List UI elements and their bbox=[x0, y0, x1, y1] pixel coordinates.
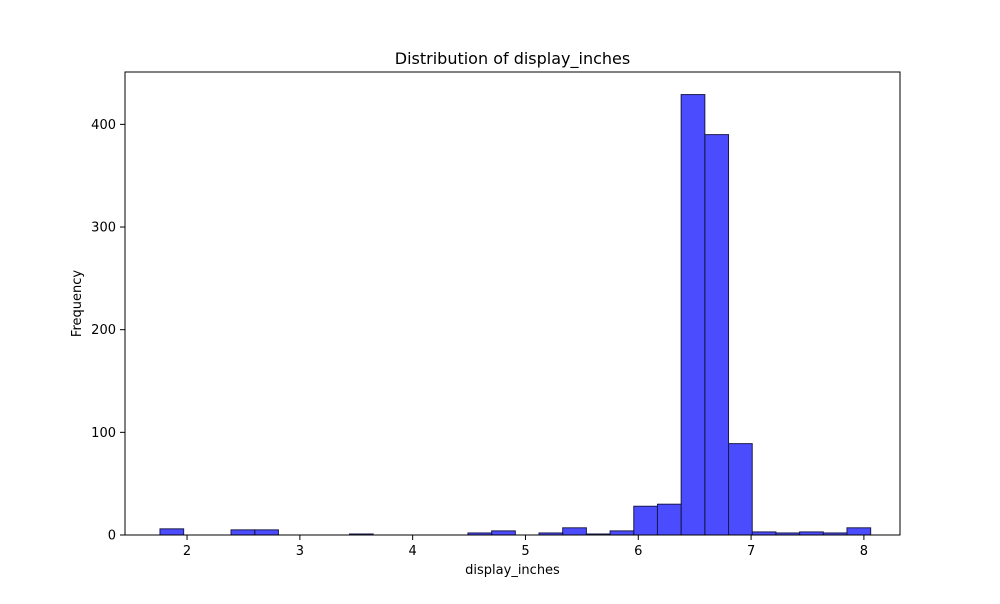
x-tick-label-0: 2 bbox=[183, 544, 191, 559]
x-axis-ticks: 2 3 4 5 6 7 8 bbox=[183, 535, 868, 559]
x-tick-label-6: 8 bbox=[860, 544, 868, 559]
histogram-bar-14 bbox=[491, 530, 516, 536]
x-tick-label-3: 5 bbox=[521, 544, 529, 559]
x-tick-label-1: 3 bbox=[296, 544, 304, 559]
y-tick-label-4: 400 bbox=[91, 118, 116, 133]
histogram-bar-21 bbox=[656, 503, 682, 536]
y-tick-label-3: 300 bbox=[91, 221, 116, 236]
x-tick-label-4: 6 bbox=[634, 544, 642, 559]
plot-frame bbox=[124, 71, 901, 536]
histogram-bar-4 bbox=[254, 529, 279, 536]
histogram-bar-20 bbox=[633, 505, 658, 536]
histogram-bar-24 bbox=[728, 443, 753, 536]
histogram-bar-22 bbox=[680, 94, 706, 536]
y-tick-label-1: 100 bbox=[91, 426, 116, 441]
histogram-bars bbox=[159, 94, 872, 536]
x-tick-label-5: 7 bbox=[747, 544, 755, 559]
histogram-bar-23 bbox=[704, 134, 730, 536]
histogram-bar-3 bbox=[230, 529, 256, 536]
y-tick-label-0: 0 bbox=[108, 529, 116, 544]
x-axis-label: display_inches bbox=[465, 563, 560, 578]
y-axis-label: Frequency bbox=[70, 270, 85, 337]
x-tick-label-2: 4 bbox=[409, 544, 417, 559]
y-axis-ticks: 0 100 200 300 400 bbox=[91, 118, 125, 544]
histogram-bar-19 bbox=[609, 530, 635, 536]
histogram-bar-0 bbox=[159, 528, 185, 536]
chart-title: Distribution of display_inches bbox=[395, 49, 630, 69]
y-tick-label-2: 200 bbox=[91, 323, 116, 338]
histogram-bar-17 bbox=[562, 527, 587, 536]
histogram-bar-29 bbox=[846, 527, 872, 536]
